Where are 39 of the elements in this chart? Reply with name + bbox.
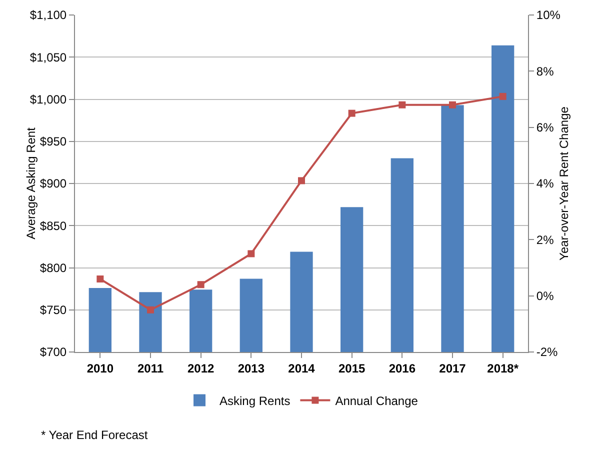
x-tick-label: 2012	[187, 361, 214, 376]
x-tick-label: 2017	[439, 361, 466, 376]
y-tick-label: $900	[40, 176, 67, 191]
point	[348, 110, 356, 117]
y2-tick-label: 0%	[536, 289, 554, 304]
x-tick-label: 2011	[137, 361, 164, 376]
y-tick-label: $800	[40, 260, 67, 275]
y2-tick-label: -2%	[536, 345, 558, 360]
point	[96, 275, 104, 282]
x-tick-label: 2014	[288, 361, 316, 376]
y-tick-label: $1,050	[30, 50, 67, 64]
point	[449, 101, 456, 108]
x-tick-label: 2010	[86, 361, 114, 376]
x-tick-label: 2015	[338, 361, 366, 376]
y2-tick-label: 6%	[536, 120, 554, 135]
y-tick-label: $950	[40, 134, 67, 149]
x-tick-label: 2016	[388, 361, 416, 376]
y2-tick-label: 10%	[536, 8, 561, 22]
point	[248, 250, 255, 258]
point	[298, 177, 305, 184]
y2-tick-label: 8%	[536, 64, 554, 78]
point	[398, 101, 406, 108]
y-tick-label: $1,000	[30, 92, 67, 106]
y2-tick-label: 4%	[536, 176, 554, 191]
y-tick-label: $750	[40, 303, 67, 318]
y2-tick-label: 2%	[536, 232, 554, 247]
text: * Year End Forecast	[41, 428, 148, 442]
x-tick-label: 2013	[238, 361, 265, 376]
legend-label: Annual Change	[335, 394, 418, 408]
y-tick-label: $700	[40, 345, 67, 360]
y2-axis-title: Year-over-Year Rent Change	[557, 106, 571, 260]
y-tick-label: $850	[40, 218, 67, 233]
point	[499, 92, 506, 100]
point	[147, 306, 154, 314]
legend-label: Asking Rents	[220, 394, 290, 408]
x-tick-label: 2018*	[487, 361, 519, 376]
y-tick-label: $1,100	[30, 8, 67, 22]
point	[197, 281, 204, 288]
y-axis-title: Average Asking Rent	[24, 126, 38, 240]
